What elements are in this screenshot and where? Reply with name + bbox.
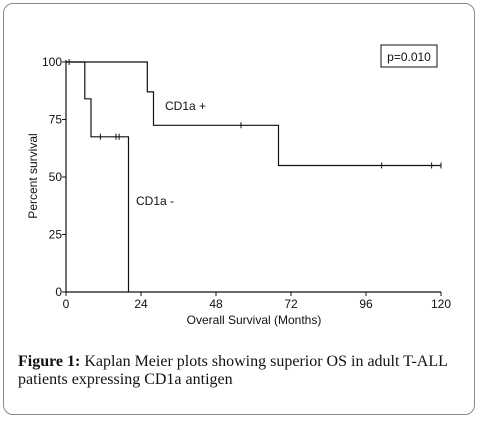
- figure-caption: Figure 1: Kaplan Meier plots showing sup…: [18, 353, 470, 389]
- series-line-1: [66, 61, 130, 292]
- x-tick-label: 96: [359, 297, 373, 311]
- annotation-box: [380, 44, 438, 68]
- series-layer: [66, 59, 442, 292]
- x-tick-label: 24: [134, 297, 148, 311]
- axes: 0 25 50 75 100 0 24 48 72 96 120: [42, 55, 451, 311]
- figure-frame: [3, 3, 475, 415]
- series-line-0: [66, 61, 441, 167]
- series-label-cd1a-pos: CD1a +: [165, 99, 206, 113]
- y-axis-label: Percent survival: [26, 133, 40, 218]
- x-tick-label: 0: [63, 297, 70, 311]
- x-tick-label: 72: [284, 297, 298, 311]
- y-tick-label: 25: [49, 228, 63, 242]
- x-tick-label: 48: [209, 297, 223, 311]
- x-axis-label: Overall Survival (Months): [187, 313, 322, 327]
- caption-label: Figure 1:: [18, 353, 81, 370]
- annotation-text: p=0.010: [387, 50, 431, 64]
- survival-plot: 0 25 50 75 100 0 24 48 72 96 120 p=0.010 CD1a + CD…: [26, 44, 451, 327]
- x-tick-label: 120: [431, 297, 451, 311]
- y-tick-label: 0: [55, 285, 62, 299]
- y-tick-label: 100: [42, 55, 62, 69]
- caption-text: Kaplan Meier plots showing superior OS i…: [18, 353, 448, 388]
- y-tick-label: 75: [49, 113, 63, 127]
- y-tick-label: 50: [49, 170, 63, 184]
- series-label-cd1a-neg: CD1a -: [136, 194, 174, 208]
